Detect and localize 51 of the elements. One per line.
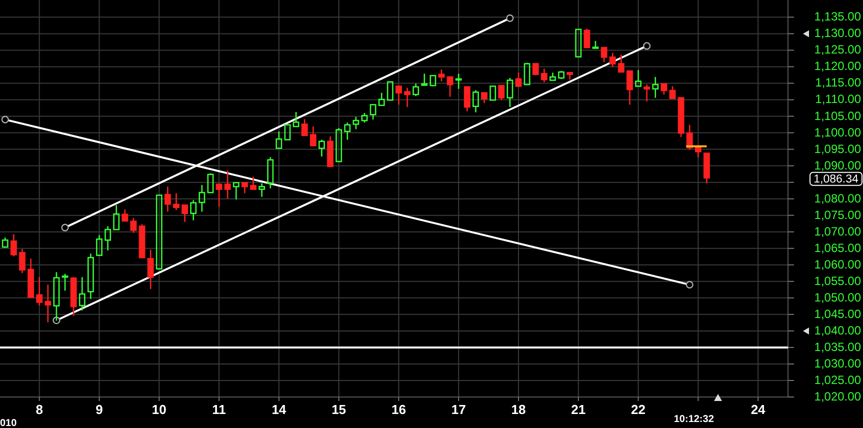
y-tick-label: 1,105.00	[814, 108, 862, 123]
y-tick-label: 1,120.00	[814, 59, 862, 74]
x-tick-label: 18	[511, 402, 526, 417]
y-tick-label: 1,025.00	[814, 372, 862, 387]
point	[61, 224, 69, 232]
candlestick	[44, 284, 52, 324]
candlestick	[224, 170, 231, 200]
y-tick-label: 1,060.00	[814, 257, 862, 272]
x-tick-label: 9	[96, 402, 103, 417]
y-tick-label: 1,055.00	[814, 274, 862, 288]
candlestick	[104, 226, 112, 252]
y-tick-label: 1,065.00	[814, 240, 862, 255]
y-tick-label: 1,090.00	[814, 158, 862, 172]
candlestick	[652, 76, 659, 98]
x-tick-label: 22	[631, 402, 646, 417]
text: 010	[0, 418, 18, 428]
x-tick-label: 14	[272, 402, 287, 417]
x-tick-label: 15	[332, 402, 346, 417]
y-tick-label: 1,020.00	[814, 390, 862, 404]
point	[686, 280, 694, 289]
y-tick-label: 1,130.00	[814, 26, 862, 40]
y-tick-label: 1,135.00	[814, 10, 862, 24]
y-tick-label: 1,040.00	[814, 323, 862, 338]
y-tick-label: 1,030.00	[814, 356, 862, 370]
text: 1,086.34	[814, 174, 859, 186]
candlestick	[472, 90, 479, 113]
x-tick-label: 17	[451, 402, 466, 417]
candlestick	[78, 276, 86, 312]
point	[506, 14, 514, 22]
x-tick-label: 11	[212, 402, 226, 417]
candlestick	[164, 186, 171, 212]
y-tick-label: 1,050.00	[814, 290, 862, 304]
point	[1, 116, 9, 124]
y-tick-label: 1,080.00	[814, 191, 862, 206]
x-tick-label: 24	[750, 402, 766, 417]
y-tick-label: 1,045.00	[814, 306, 862, 321]
x-tick-label: 10	[152, 402, 166, 417]
x-tick-label: 16	[391, 402, 406, 417]
point	[643, 42, 651, 50]
x-tick-label: 8	[36, 402, 43, 417]
y-tick-label: 1,035.00	[814, 340, 862, 354]
y-tick-label: 1,125.00	[814, 42, 862, 57]
y-tick-label: 1,095.00	[814, 142, 862, 156]
y-tick-label: 1,100.00	[814, 125, 862, 140]
candlestick	[87, 253, 94, 300]
y-tick-label: 1,075.00	[814, 208, 862, 222]
x-tick-label: 21	[571, 402, 586, 417]
y-tick-label: 1,110.00	[815, 92, 862, 106]
text: 10:12:32	[674, 414, 714, 425]
y-tick-label: 1,070.00	[814, 224, 862, 238]
y-tick-label: 1,115.00	[815, 76, 862, 90]
